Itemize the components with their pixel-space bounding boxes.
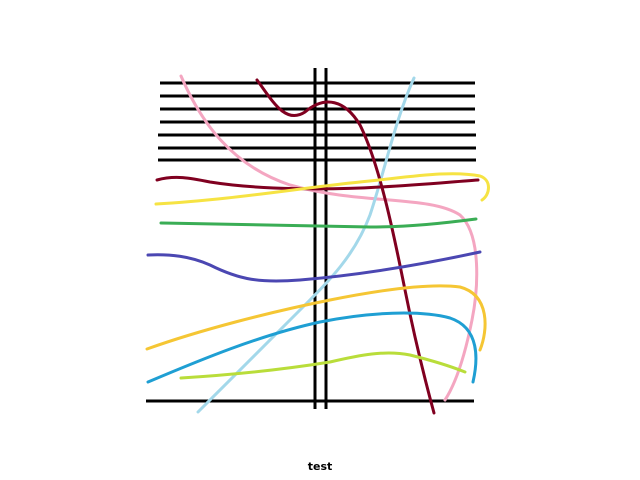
colored-curves-group <box>145 74 490 415</box>
indigo-curve <box>146 250 482 283</box>
horizontal-lines-group <box>146 81 476 403</box>
cyan-blue-curve <box>146 311 478 384</box>
lime-curve <box>179 351 467 380</box>
light-blue-curve <box>196 76 416 414</box>
maroon-curve <box>255 78 436 415</box>
gold-curve <box>145 284 487 352</box>
yellow-curve <box>154 172 490 206</box>
green-curve <box>159 217 478 229</box>
pink-curve <box>179 74 479 402</box>
vertical-lines-group <box>313 68 328 409</box>
caption-text: test <box>307 460 333 473</box>
